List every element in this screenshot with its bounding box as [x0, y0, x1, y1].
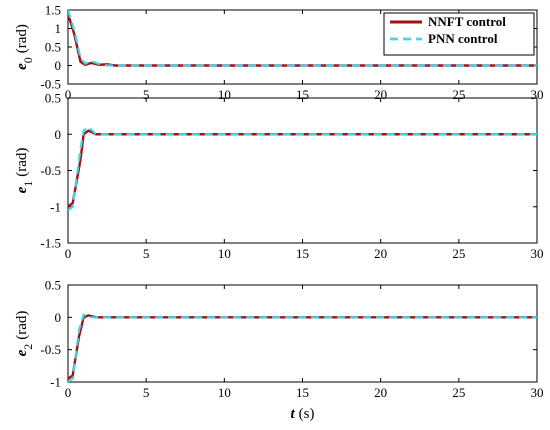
chart-panel-0: 0 5 10 15 20 25 30-0.500.511.5e0(rad)NNFT cont… [14, 3, 544, 103]
x-tick-label: 25 [452, 385, 465, 400]
legend-label-0: NNFT control [428, 14, 506, 29]
x-tick-label: 20 [374, 385, 387, 400]
x-tick-label: 5 [143, 385, 150, 400]
y-axis-label: e2 (rad) [14, 311, 35, 357]
y-axis-unit: (rad) [14, 311, 30, 340]
series-line-pnn-control [68, 313, 537, 382]
x-tick-label: 20 [374, 246, 387, 261]
x-axis-unit: (s) [299, 406, 315, 422]
y-tick-label: 0.5 [45, 40, 61, 55]
x-tick-label: 5 [143, 246, 150, 261]
y-tick-label: -0.5 [40, 77, 61, 92]
axes-box [67, 284, 538, 383]
x-tick-label: 5 [143, 87, 150, 102]
chart-panel-1: 0 5 10 15 20 25 30 -1.5 -1 -0.5 0 0.5 e1 (rad) [14, 91, 544, 262]
legend-label-1: PNN control [428, 31, 498, 46]
x-tick-label: 10 [218, 385, 231, 400]
y-tick-label: -0.5 [40, 342, 61, 357]
series-line-pnn-control [68, 125, 537, 212]
y-tick-label: 0 [55, 127, 62, 142]
x-tick-label: 15 [296, 385, 309, 400]
y-tick-label: -1 [50, 375, 61, 390]
y-axis-symbol: e [14, 63, 30, 70]
y-axis-subscript: 2 [21, 344, 35, 350]
y-axis-symbol: e [14, 186, 30, 193]
series-line-pnn-control [68, 10, 537, 67]
x-tick-label: 10 [218, 246, 231, 261]
y-axis-label: e1 (rad) [14, 148, 35, 194]
x-tick-label: 0 [65, 246, 72, 261]
y-tick-label: 0.5 [45, 278, 61, 293]
y-axis-subscript: 1 [21, 181, 35, 187]
y-tick-label: 1.5 [45, 3, 61, 18]
series-line-nnft-control [68, 129, 537, 208]
y-tick-label: 0 [55, 310, 62, 325]
x-tick-label: 0 [65, 385, 72, 400]
y-axis-symbol: e [14, 349, 30, 356]
y-axis-label: e0 (rad) [14, 24, 35, 70]
y-tick-label: 0.5 [45, 91, 61, 106]
y-tick-label: -1 [50, 199, 61, 214]
x-tick-label: 0 [65, 87, 72, 102]
axes-box [67, 97, 538, 244]
x-axis-symbol: t [291, 406, 296, 422]
y-tick-label: -1.5 [40, 236, 61, 251]
y-tick-label: 0 [55, 58, 62, 73]
y-tick-label: 1 [55, 21, 62, 36]
x-axis-label: t (s) [291, 406, 315, 422]
y-tick-label: -0.5 [40, 163, 61, 178]
x-tick-label: 25 [452, 246, 465, 261]
x-tick-label: 30 [531, 385, 544, 400]
chart-panel-2: 0 5 10 15 20 25 30 -1 -0.5 0 0.5 e2 (rad) t (s) [14, 278, 544, 423]
y-axis-unit: (rad) [14, 24, 30, 53]
legend-box [383, 12, 535, 56]
x-tick-label: 15 [296, 246, 309, 261]
y-axis-subscript: 0 [21, 57, 35, 63]
series-line-nnft-control [68, 314, 537, 380]
y-axis-unit: (rad) [14, 148, 30, 177]
x-tick-label: 30 [531, 246, 544, 261]
legend: NNFT control PNN control [383, 12, 535, 56]
